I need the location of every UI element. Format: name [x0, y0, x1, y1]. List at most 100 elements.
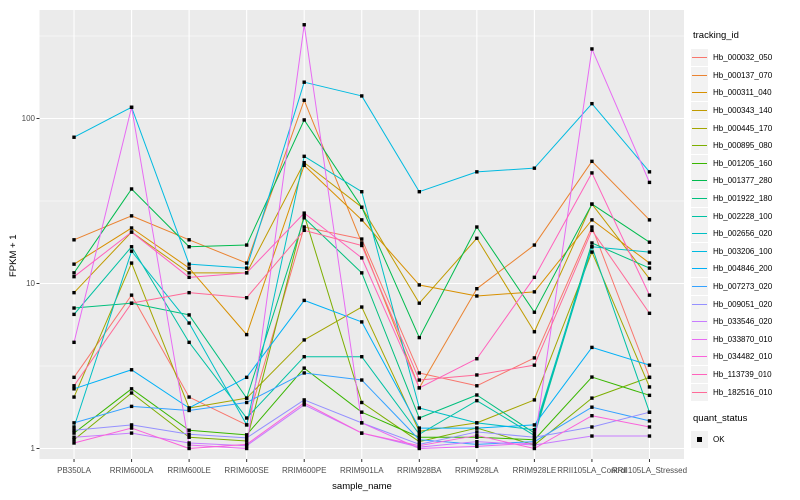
data-point	[187, 340, 191, 345]
data-point	[360, 305, 364, 309]
data-point	[187, 290, 191, 295]
data-point	[360, 241, 364, 245]
legend-key	[691, 330, 708, 348]
data-point	[647, 375, 652, 380]
legend-line-swatch	[692, 127, 707, 129]
legend-item-Hb_000343_140: Hb_000343_140	[691, 102, 772, 120]
data-point	[187, 443, 191, 447]
legend-label: Hb_000895_080	[713, 141, 773, 151]
data-point	[532, 441, 537, 445]
data-point	[475, 384, 479, 388]
data-point	[475, 426, 479, 430]
data-point	[187, 245, 191, 249]
data-point	[532, 166, 537, 170]
data-point	[647, 261, 652, 265]
data-point	[590, 171, 594, 175]
legend-label: Hb_113739_010	[713, 369, 772, 379]
data-point	[302, 398, 306, 402]
data-point	[532, 330, 537, 334]
data-point	[244, 271, 249, 275]
legend-items: Hb_000032_050 Hb_000137_070 Hb_000311_040 H…	[691, 49, 772, 401]
x-tick-label-RRII105LA_Control: RRII105LA_Control	[557, 466, 627, 475]
data-point	[72, 421, 76, 425]
data-point	[302, 371, 306, 375]
legend-label: Hb_000343_140	[713, 106, 773, 116]
data-point	[129, 431, 134, 435]
legend-item-Hb_000137_070: Hb_000137_070	[691, 66, 772, 85]
data-point	[129, 230, 134, 234]
legend-key	[691, 242, 708, 260]
x-tick-label-RRIM600LA: RRIM600LA	[109, 466, 154, 475]
legend-title-tracking-id: tracking_id	[693, 30, 739, 41]
legend-key	[691, 102, 708, 120]
data-point	[532, 243, 537, 247]
x-tick-label-RRII105LA_Stressed: RRII105LA_Stressed	[611, 466, 688, 475]
legend-item-Hb_002656_020: Hb_002656_020	[691, 225, 772, 243]
data-point	[302, 211, 306, 215]
data-point	[244, 266, 249, 270]
legend-key	[691, 365, 708, 383]
data-point	[302, 225, 306, 229]
legend-item-Hb_000445_170: Hb_000445_170	[691, 119, 772, 137]
data-point	[417, 283, 421, 287]
legend-item-Hb_182516_010: Hb_182516_010	[691, 383, 772, 401]
data-point	[72, 428, 76, 432]
data-point	[647, 250, 652, 254]
data-point	[187, 266, 191, 270]
data-point	[360, 218, 364, 222]
data-point	[590, 434, 594, 438]
data-point	[129, 426, 134, 430]
data-point	[187, 275, 191, 280]
legend-item-Hb_000032_050: Hb_000032_050	[691, 49, 772, 67]
legend-line-swatch	[692, 198, 707, 200]
y-tick-label-100: 100	[21, 114, 35, 123]
data-point	[302, 213, 306, 217]
legend-line-swatch	[692, 321, 707, 323]
data-point	[475, 433, 479, 438]
data-point	[302, 154, 306, 159]
data-point	[244, 332, 249, 337]
legend-key	[691, 278, 708, 296]
data-point	[302, 338, 306, 342]
data-point	[187, 446, 191, 451]
data-point	[302, 401, 306, 405]
data-point	[417, 386, 421, 390]
legend-item-Hb_000311_040: Hb_000311_040	[691, 84, 772, 102]
data-point	[72, 438, 76, 442]
data-point	[360, 378, 364, 382]
data-point	[72, 274, 76, 279]
data-point	[244, 400, 249, 405]
data-point	[72, 271, 76, 275]
data-point	[129, 301, 134, 305]
data-point	[244, 439, 249, 443]
x-tick-label-RRIM600PE: RRIM600PE	[281, 466, 327, 475]
data-point	[590, 250, 594, 254]
data-point	[244, 261, 249, 265]
data-point	[590, 228, 594, 233]
data-point	[360, 410, 364, 414]
data-point	[647, 410, 652, 414]
x-tick-label-RRIM600SE: RRIM600SE	[224, 466, 269, 475]
legend-line-swatch	[692, 145, 707, 147]
legend-line-swatch	[692, 250, 707, 252]
data-point	[590, 405, 594, 409]
legend-label: Hb_001922_180	[713, 194, 773, 204]
data-point	[475, 294, 479, 298]
legend-item-Hb_033870_010: Hb_033870_010	[691, 330, 772, 349]
data-point	[244, 416, 249, 420]
data-point	[302, 228, 306, 233]
data-point	[187, 441, 191, 445]
data-point	[187, 435, 191, 439]
data-point	[475, 442, 479, 447]
legend-line-swatch	[692, 391, 707, 393]
data-point	[302, 23, 306, 27]
data-point	[360, 243, 364, 248]
data-point	[647, 218, 652, 222]
data-point	[129, 391, 134, 395]
legend-label: Hb_000445_170	[713, 123, 773, 133]
data-point	[417, 378, 421, 382]
data-point	[417, 335, 421, 340]
x-axis-title: sample_name	[332, 481, 392, 492]
legend-line-swatch	[692, 162, 707, 164]
data-point	[417, 416, 421, 420]
